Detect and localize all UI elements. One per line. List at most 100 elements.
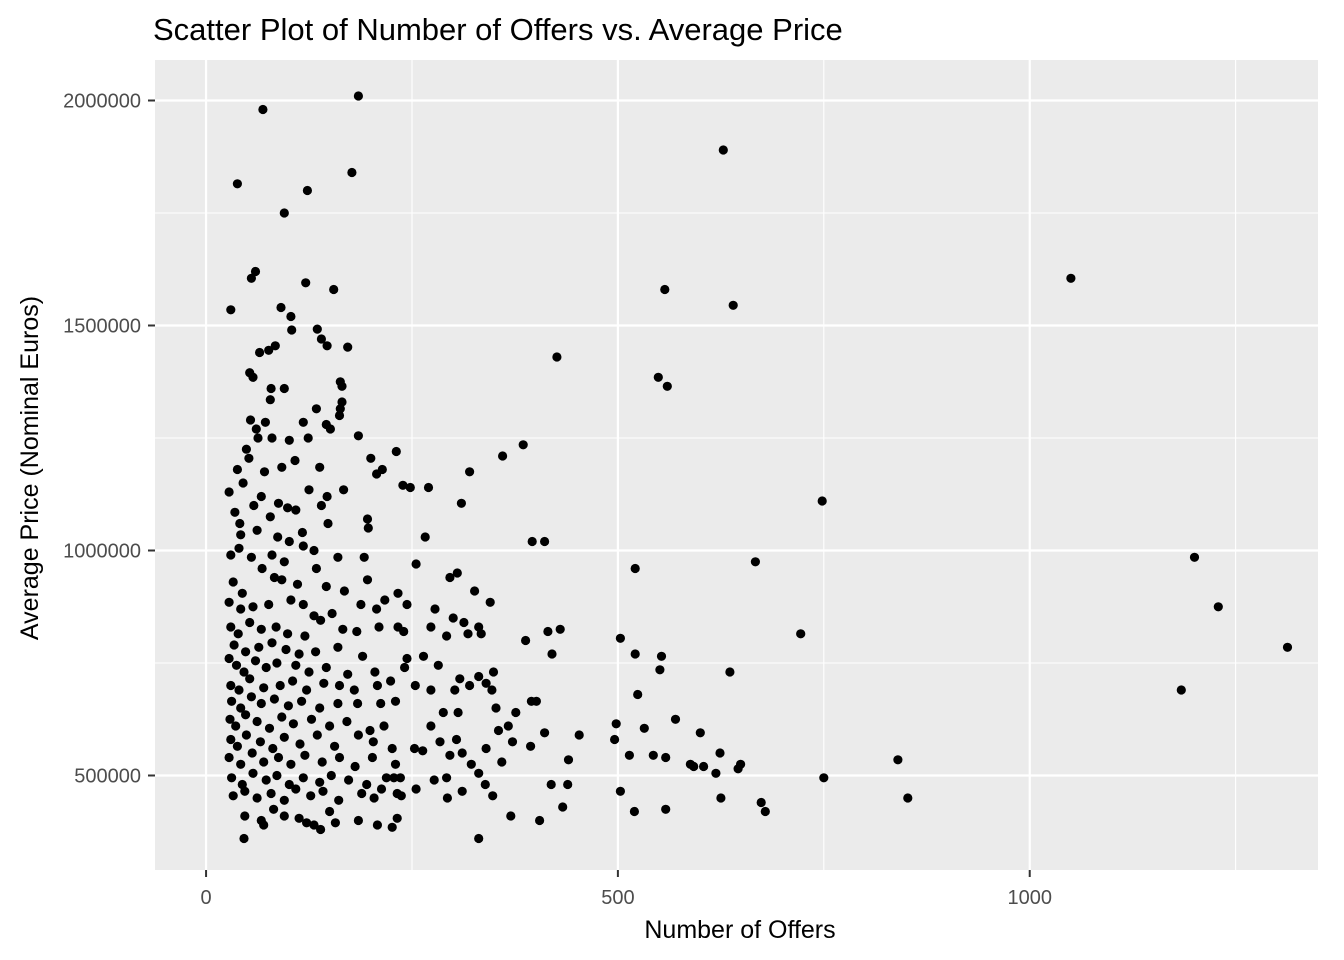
data-point: [485, 597, 495, 607]
data-point: [718, 145, 728, 155]
data-point: [284, 779, 294, 790]
data-point: [552, 352, 562, 362]
chart-title: Scatter Plot of Number of Offers vs. Ave…: [153, 12, 843, 47]
data-point: [334, 410, 345, 421]
data-point: [272, 658, 282, 668]
data-point: [256, 491, 266, 502]
data-point: [297, 696, 307, 706]
data-point: [380, 595, 390, 605]
data-point: [372, 604, 382, 614]
data-point: [639, 723, 649, 733]
data-point: [540, 728, 550, 738]
data-point: [711, 768, 721, 778]
data-point: [335, 404, 345, 414]
data-point: [231, 660, 242, 670]
data-point: [292, 579, 303, 589]
data-point: [228, 577, 238, 587]
data-point: [309, 545, 319, 556]
data-point: [283, 701, 293, 711]
data-point: [365, 725, 375, 736]
data-point: [393, 588, 403, 598]
data-point: [662, 381, 672, 391]
data-point: [362, 779, 372, 790]
data-point: [716, 793, 726, 803]
data-point: [298, 599, 308, 610]
data-point: [339, 586, 349, 596]
data-point: [442, 773, 452, 783]
data-point: [291, 784, 301, 794]
data-point: [226, 680, 236, 691]
data-point: [323, 518, 333, 529]
data-point: [275, 680, 285, 691]
data-point: [224, 653, 234, 664]
data-point: [543, 626, 553, 637]
data-point: [470, 586, 480, 596]
data-point: [390, 696, 401, 706]
data-point: [356, 599, 366, 610]
data-point: [273, 752, 284, 763]
data-point: [457, 786, 467, 796]
data-point: [270, 341, 280, 351]
data-point: [376, 784, 387, 794]
data-point: [247, 748, 257, 758]
data-point: [347, 167, 357, 178]
data-point: [420, 532, 430, 542]
data-point: [546, 779, 556, 790]
data-point: [226, 305, 236, 315]
data-point: [246, 552, 256, 562]
data-point: [284, 435, 294, 445]
data-point: [286, 595, 296, 605]
data-point: [503, 721, 513, 731]
data-point: [476, 629, 486, 639]
data-point: [302, 685, 312, 695]
data-point: [239, 667, 249, 677]
data-point: [630, 649, 640, 659]
data-point: [226, 734, 236, 745]
data-point: [474, 671, 484, 682]
data-point: [445, 572, 455, 583]
data-point: [235, 518, 245, 529]
data-point: [241, 730, 251, 740]
data-point: [370, 667, 380, 677]
data-point: [386, 676, 396, 686]
data-point: [244, 453, 254, 463]
data-point: [465, 467, 475, 477]
data-point: [316, 615, 326, 625]
y-axis-title: Average Price (Nominal Euros): [16, 296, 44, 640]
data-point: [303, 433, 313, 443]
data-point: [227, 773, 237, 783]
data-point: [488, 667, 499, 677]
data-point: [224, 487, 234, 497]
data-point: [563, 755, 574, 765]
data-point: [429, 775, 439, 785]
data-point: [245, 617, 255, 628]
data-point: [343, 669, 353, 679]
data-point: [316, 334, 326, 344]
data-point: [480, 779, 490, 790]
data-point: [465, 680, 475, 691]
data-point: [1176, 685, 1186, 695]
data-point: [456, 498, 466, 508]
data-point: [670, 714, 681, 724]
data-point: [445, 750, 455, 760]
data-point: [250, 656, 261, 666]
data-point: [253, 433, 263, 443]
data-point: [411, 784, 421, 794]
data-point: [309, 611, 319, 621]
data-point: [418, 746, 428, 756]
data-point: [334, 752, 345, 763]
data-point: [1282, 642, 1293, 652]
data-point: [474, 768, 484, 778]
data-point: [266, 383, 276, 394]
data-point: [239, 833, 249, 844]
data-point: [521, 635, 531, 646]
data-point: [267, 638, 277, 648]
data-point: [248, 602, 258, 612]
data-point: [249, 500, 259, 511]
data-point: [399, 626, 409, 637]
data-point: [353, 698, 363, 709]
data-point: [240, 786, 250, 796]
data-point: [402, 653, 412, 664]
data-point: [661, 752, 671, 763]
data-point: [279, 811, 289, 821]
